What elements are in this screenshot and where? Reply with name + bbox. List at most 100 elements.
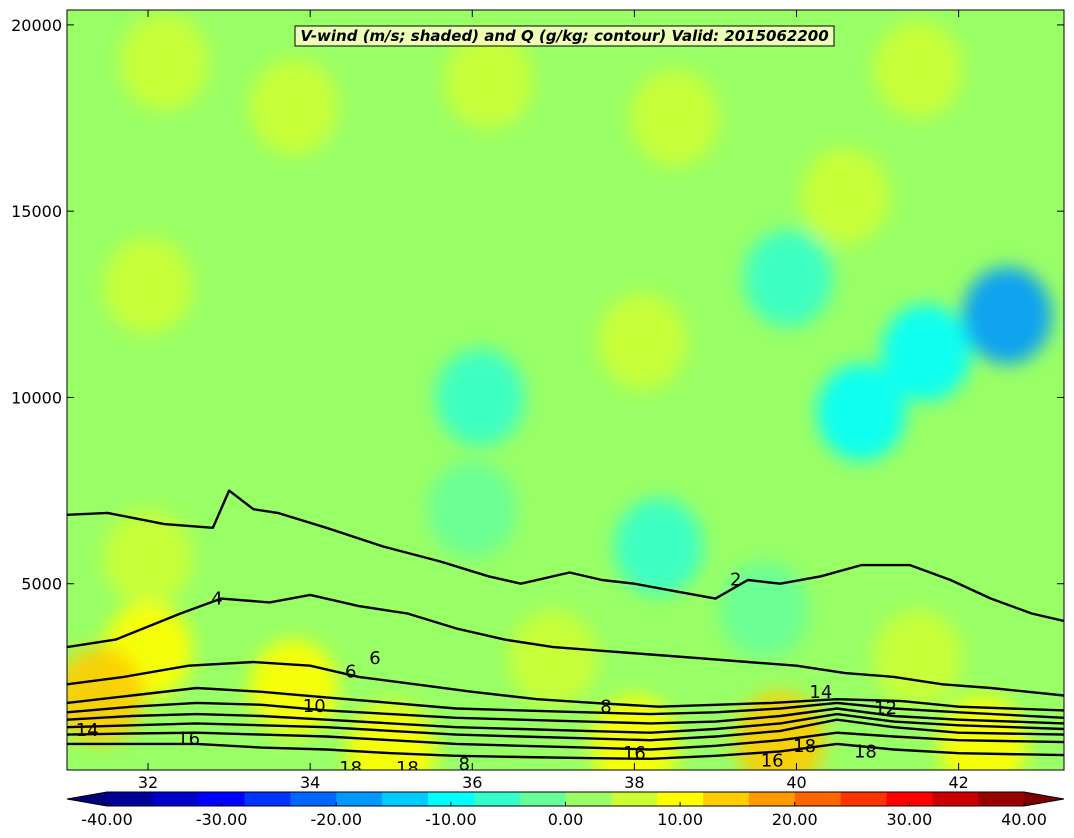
contour-label: 18 <box>339 758 362 779</box>
colorbar-tick-label: 20.00 <box>772 810 818 829</box>
shading-region <box>508 609 598 707</box>
plot-frame <box>66 9 1065 771</box>
colorbar-bin <box>794 792 842 806</box>
shading-region <box>184 330 274 428</box>
shading-region <box>119 13 209 111</box>
colorbar-bin <box>427 792 475 806</box>
colorbar-bin <box>290 792 337 806</box>
colorbar-bin <box>382 792 429 806</box>
x-tick-label: 34 <box>300 773 320 792</box>
colorbar-tick-label: 40.00 <box>1001 810 1047 829</box>
shading-region <box>873 609 963 707</box>
v-wind-shading <box>67 10 1064 770</box>
contour-label: 6 <box>345 661 356 682</box>
shading-region <box>873 21 963 119</box>
contour-line-q6 <box>67 660 1064 712</box>
shading-region <box>435 349 525 446</box>
x-tick-label: 36 <box>462 773 482 792</box>
specific-humidity-contours: 2 4 6 8 10 12 14 16 18 6 16 16 14 18 18 18 8 <box>67 489 1064 779</box>
colorbar-extend-max <box>1024 792 1064 806</box>
y-tick-label: 10000 <box>11 388 62 407</box>
contour-label: 14 <box>76 720 99 741</box>
chart-title-box: V-wind (m/s; shaded) and Q (g/kg; contou… <box>294 25 835 47</box>
contour-line-q8 <box>67 686 1064 719</box>
x-tick-label: 38 <box>624 773 644 792</box>
colorbar-tick-label: 10.00 <box>657 810 703 829</box>
shading-region <box>816 363 906 461</box>
contour-label: 4 <box>211 589 222 610</box>
colorbar-tick-label: -30.00 <box>196 810 248 829</box>
shading-region <box>614 498 704 595</box>
contour-line-q18 <box>67 742 1064 760</box>
shading-region <box>800 147 890 245</box>
colorbar-bin <box>565 792 612 806</box>
colorbar-bin <box>703 792 750 806</box>
colorbar-bin <box>886 792 933 806</box>
shading-region <box>249 58 339 156</box>
colorbar-bin <box>657 792 704 806</box>
colorbar-extend-min <box>67 792 107 806</box>
contour-label: 12 <box>874 698 897 719</box>
colorbar-bin <box>748 792 796 806</box>
contour-label: 2 <box>730 569 741 590</box>
contour-line-q4 <box>67 593 1064 697</box>
colorbar-bin <box>107 792 154 806</box>
contour-label: 16 <box>177 728 200 749</box>
contour-label: 6 <box>369 648 380 669</box>
shading-region <box>427 460 517 558</box>
shading-region <box>103 509 193 607</box>
shading-region <box>443 32 534 130</box>
shading-region <box>597 293 688 390</box>
x-tick-label: 32 <box>138 773 158 792</box>
colorbar-tick-label: -40.00 <box>81 810 133 829</box>
x-tick-label: 42 <box>948 773 968 792</box>
y-tick-label: 15000 <box>11 202 62 221</box>
x-axis: 32 34 36 38 40 42 <box>138 10 969 792</box>
shading-region <box>630 69 720 167</box>
contour-line-q10 <box>67 701 1064 725</box>
y-tick-label: 20000 <box>11 16 62 35</box>
colorbar-bin <box>932 792 979 806</box>
shading-region <box>249 639 339 737</box>
shading-region <box>103 237 193 335</box>
shading-region <box>314 132 404 230</box>
shading-region <box>881 304 971 402</box>
colorbar-tick-label: -20.00 <box>310 810 362 829</box>
contour-label: 14 <box>809 682 832 703</box>
y-tick-label: 5000 <box>21 575 62 594</box>
shading-region <box>719 561 809 659</box>
contour-label: 16 <box>623 743 646 764</box>
contour-label: 18 <box>396 758 419 779</box>
colorbar-bin <box>198 792 246 806</box>
colorbar-bin <box>152 792 200 806</box>
shading-region <box>962 267 1052 364</box>
x-tick-label: 40 <box>786 773 806 792</box>
shading-region <box>306 527 396 625</box>
colorbar-bin <box>336 792 383 806</box>
colorbar-bin <box>519 792 567 806</box>
colorbar: -40.00 -30.00 -20.00 -10.00 0.00 10.00 20.00 30… <box>66 791 1065 829</box>
shading-blobs <box>67 13 1052 770</box>
contour-line-q12 <box>67 712 1064 734</box>
colorbar-bin <box>244 792 291 806</box>
contour-label: 8 <box>600 696 611 717</box>
contour-label: 10 <box>303 696 326 717</box>
colorbar-bin <box>840 792 888 806</box>
colorbar-bin <box>978 792 1025 806</box>
contour-line-q2 <box>67 489 1064 623</box>
contour-label: 16 <box>761 751 784 772</box>
contour-label: 18 <box>854 741 877 762</box>
contour-label: 18 <box>793 736 816 757</box>
chart-title: V-wind (m/s; shaded) and Q (g/kg; contou… <box>300 27 828 45</box>
colorbar-bin <box>473 792 521 806</box>
colorbar-tick-label: 30.00 <box>886 810 932 829</box>
y-axis: 5000 10000 15000 20000 <box>11 16 1064 594</box>
contour-line-q16 <box>67 731 1064 751</box>
shading-region <box>743 229 833 327</box>
colorbar-tick-label: -10.00 <box>425 810 477 829</box>
contour-line-q14 <box>67 718 1064 742</box>
colorbar-bin <box>611 792 658 806</box>
contour-label: 8 <box>458 754 469 775</box>
colorbar-tick-label: 0.00 <box>548 810 584 829</box>
